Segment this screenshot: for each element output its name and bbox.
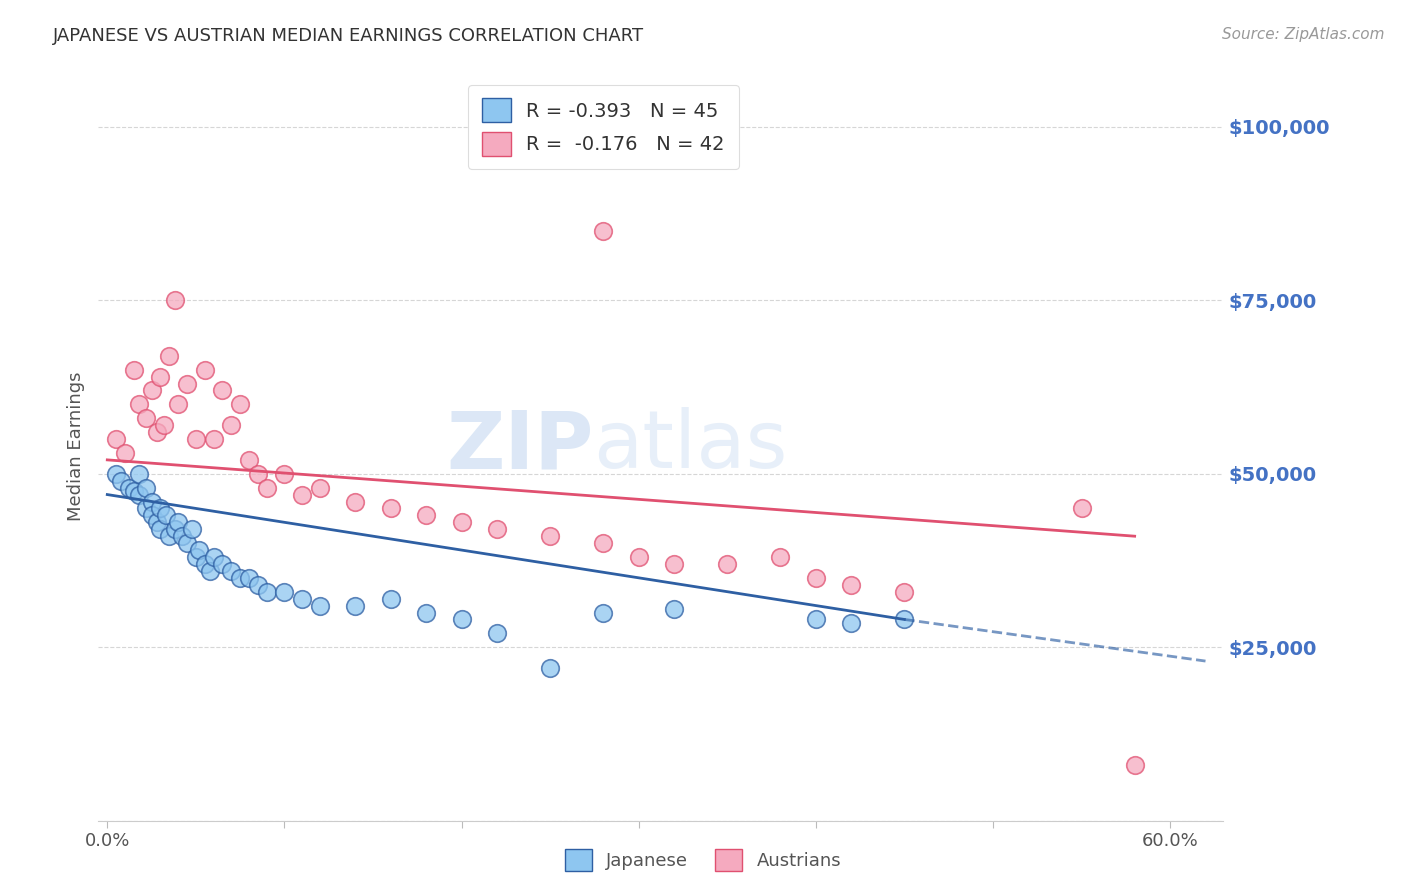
Point (117, 481, 139, 495)
Point (893, 584, 915, 599)
Point (194, 557, 217, 571)
Point (110, 474, 132, 488)
Point (229, 397, 252, 411)
Point (157, 349, 180, 363)
Point (202, 549, 225, 564)
Point (804, 612, 827, 626)
Point (141, 508, 163, 523)
Point (291, 591, 314, 606)
Point (256, 481, 278, 495)
Point (229, 571, 252, 585)
Point (592, 606, 614, 620)
Point (105, 467, 128, 481)
Point (592, 536, 614, 550)
Point (135, 481, 157, 495)
Point (122, 484, 145, 499)
Point (839, 615, 862, 630)
Point (146, 516, 169, 530)
Point (141, 494, 163, 508)
Point (170, 529, 193, 543)
Point (804, 571, 827, 585)
Point (176, 376, 198, 391)
Point (1070, 501, 1092, 516)
Point (291, 487, 314, 501)
Point (219, 564, 242, 578)
Point (380, 501, 402, 516)
Point (273, 467, 295, 481)
Point (122, 362, 145, 376)
Point (184, 549, 207, 564)
Point (538, 661, 561, 675)
Point (211, 384, 233, 398)
Point (135, 501, 157, 516)
Point (308, 481, 330, 495)
Point (176, 536, 198, 550)
Point (149, 522, 172, 536)
Point (485, 522, 508, 536)
Point (893, 612, 915, 626)
Point (211, 557, 233, 571)
Text: atlas: atlas (593, 407, 787, 485)
Point (181, 522, 204, 536)
Point (188, 543, 211, 558)
Text: ZIP: ZIP (446, 407, 593, 485)
Point (128, 487, 150, 501)
Legend: Japanese, Austrians: Japanese, Austrians (557, 842, 849, 879)
Point (163, 522, 186, 536)
Point (716, 557, 738, 571)
Point (167, 516, 190, 530)
Text: Source: ZipAtlas.com: Source: ZipAtlas.com (1222, 27, 1385, 42)
Point (141, 384, 163, 398)
Point (128, 467, 150, 481)
Point (415, 606, 437, 620)
Point (344, 494, 367, 508)
Point (149, 369, 172, 384)
Point (344, 599, 367, 613)
Y-axis label: Median Earnings: Median Earnings (66, 371, 84, 521)
Point (198, 564, 221, 578)
Point (450, 612, 472, 626)
Point (246, 578, 269, 592)
Point (238, 453, 260, 467)
Point (380, 591, 402, 606)
Point (839, 578, 862, 592)
Point (485, 626, 508, 640)
Point (146, 425, 169, 439)
Point (153, 418, 176, 433)
Point (128, 397, 150, 411)
Point (157, 529, 180, 543)
Point (308, 599, 330, 613)
Point (415, 508, 437, 523)
Point (592, 224, 614, 238)
Point (105, 432, 128, 446)
Point (538, 529, 561, 543)
Point (662, 602, 685, 616)
Point (184, 432, 207, 446)
Point (163, 293, 186, 308)
Point (450, 516, 472, 530)
Point (1123, 758, 1146, 772)
Point (627, 549, 650, 564)
Point (256, 584, 278, 599)
Point (194, 362, 217, 376)
Point (246, 467, 269, 481)
Text: JAPANESE VS AUSTRIAN MEDIAN EARNINGS CORRELATION CHART: JAPANESE VS AUSTRIAN MEDIAN EARNINGS COR… (53, 27, 644, 45)
Point (155, 508, 177, 523)
Point (238, 571, 260, 585)
Point (769, 549, 792, 564)
Point (202, 432, 225, 446)
Point (273, 584, 295, 599)
Point (135, 411, 157, 425)
Point (114, 446, 136, 460)
Point (167, 397, 190, 411)
Point (662, 557, 685, 571)
Point (219, 418, 242, 433)
Legend: R = -0.393   N = 45, R =  -0.176   N = 42: R = -0.393 N = 45, R = -0.176 N = 42 (468, 85, 738, 169)
Point (149, 501, 172, 516)
